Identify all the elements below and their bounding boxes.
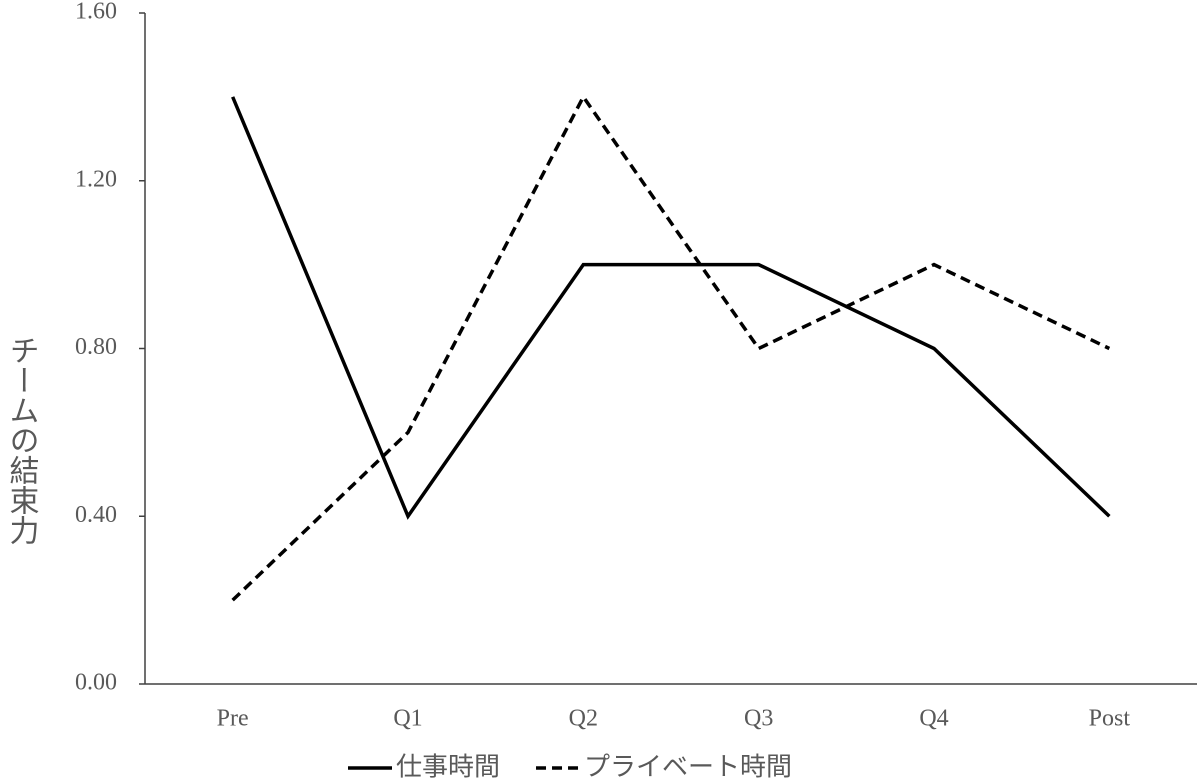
x-tick-label: Q1 — [393, 706, 422, 732]
y-tick-label: 0.40 — [75, 502, 117, 528]
y-tick-label: 1.60 — [75, 0, 117, 25]
legend-label: プライベート時間 — [584, 753, 792, 783]
x-tick-label: Pre — [217, 706, 249, 732]
x-tick-label: Post — [1089, 706, 1131, 732]
series-line — [231, 96, 1111, 520]
y-tick-label: 0.00 — [75, 670, 117, 696]
y-axis-label: チームの結束力 — [4, 335, 39, 545]
series-line — [231, 93, 1111, 602]
x-tick-label: Q4 — [919, 706, 948, 732]
y-tick-label: 0.80 — [75, 334, 117, 360]
x-tick-label: Q2 — [569, 706, 598, 732]
legend-label: 仕事時間 — [396, 753, 500, 783]
y-tick-label: 1.20 — [75, 166, 117, 192]
x-tick-label: Q3 — [744, 706, 773, 732]
